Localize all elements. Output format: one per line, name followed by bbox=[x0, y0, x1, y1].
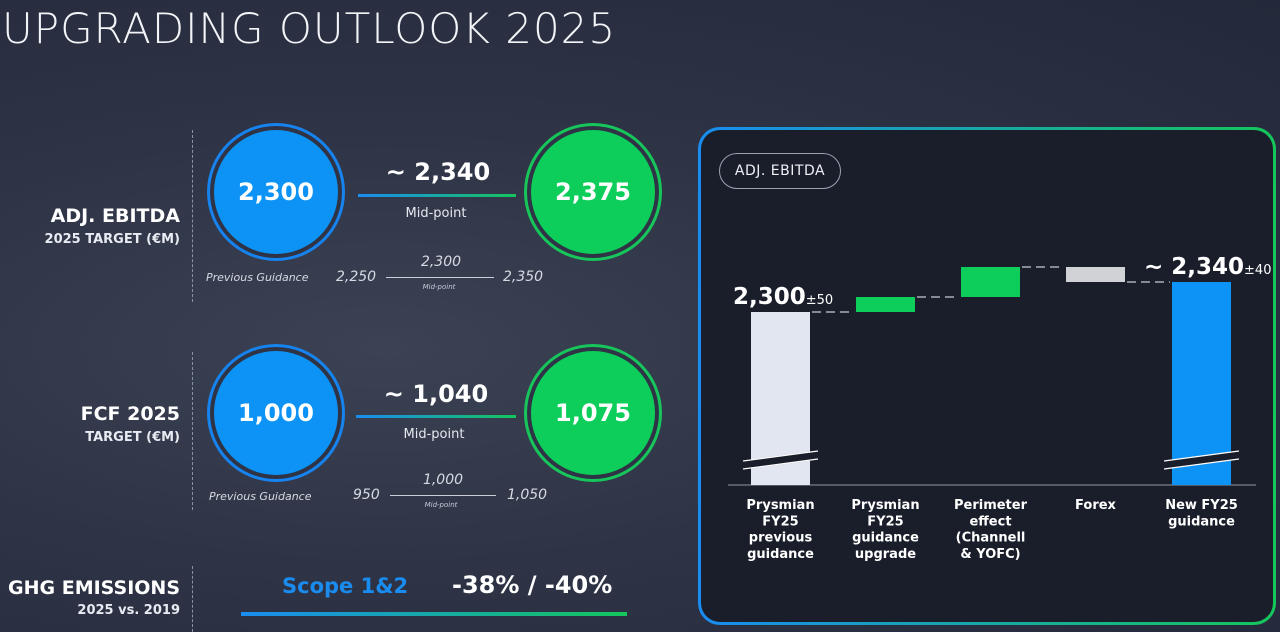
axis-break-line-b-5 bbox=[1163, 458, 1240, 470]
ghg-sublabel: 2025 vs. 2019 bbox=[77, 603, 180, 618]
category-label-3-line-4: & YOFC) bbox=[960, 547, 1020, 562]
category-label-5-line-2: guidance bbox=[1168, 514, 1235, 529]
ebitda-low-circle: 2,300 bbox=[214, 130, 338, 254]
category-label-1-line-2: FY25 bbox=[762, 514, 798, 529]
category-label-4-line-1: Forex bbox=[1075, 498, 1117, 513]
ebitda-label: ADJ. EBITDA bbox=[50, 205, 180, 227]
fcf-midpoint-line bbox=[356, 415, 516, 418]
ebitda-midpoint-value: ~ 2,340 bbox=[385, 158, 491, 186]
fcf-divider bbox=[192, 352, 193, 510]
fcf-midpoint-value: ~ 1,040 bbox=[383, 380, 489, 408]
bar-value-label-1: 2,300±50 bbox=[733, 284, 833, 310]
ghg-value: -38% / -40% bbox=[452, 571, 613, 599]
page-title: UPGRADING OUTLOOK 2025 bbox=[2, 4, 617, 53]
axis-break-line-b-1 bbox=[742, 458, 819, 470]
ebitda-previous-high: 2,350 bbox=[503, 269, 544, 285]
category-label-2-line-3: guidance bbox=[852, 531, 919, 546]
axis-break-line-a-1 bbox=[742, 450, 819, 462]
waterfall-bar-2 bbox=[856, 297, 915, 312]
fcf-low-circle: 1,000 bbox=[214, 351, 338, 475]
ebitda-previous-line bbox=[386, 277, 494, 278]
fcf-high-circle: 1,075 bbox=[531, 351, 655, 475]
category-label-5-line-1: New FY25 bbox=[1165, 498, 1238, 513]
category-label-3-line-2: effect bbox=[969, 514, 1011, 529]
ebitda-divider bbox=[192, 130, 193, 302]
category-label-2-line-4: upgrade bbox=[855, 547, 916, 562]
ebitda-previous-mid: 2,300 bbox=[420, 254, 462, 270]
fcf-sublabel: TARGET (€M) bbox=[85, 430, 180, 445]
category-label-3-line-1: Perimeter bbox=[954, 498, 1028, 513]
fcf-previous-mid: 1,000 bbox=[422, 472, 464, 488]
ghg-label: GHG EMISSIONS bbox=[8, 577, 180, 599]
category-label-1-line-3: previous bbox=[749, 531, 813, 546]
fcf-previous-high: 1,050 bbox=[507, 487, 548, 503]
chart-title-pill: ADJ. EBITDA bbox=[719, 153, 841, 189]
axis-break-line-a-5 bbox=[1163, 450, 1240, 462]
waterfall-bar-3 bbox=[961, 267, 1020, 297]
bar-value-label-5: ~ 2,340±40 bbox=[1144, 254, 1271, 280]
category-label-2-line-2: FY25 bbox=[867, 514, 903, 529]
ebitda-previous-guidance-label: Previous Guidance bbox=[206, 271, 309, 284]
ghg-line bbox=[241, 612, 627, 616]
category-label-3-line-3: (Channell bbox=[956, 531, 1026, 546]
fcf-previous-line bbox=[390, 495, 496, 496]
fcf-label: FCF 2025 bbox=[80, 403, 180, 425]
ebitda-sublabel: 2025 TARGET (€M) bbox=[44, 232, 180, 247]
ebitda-midpoint-line bbox=[358, 194, 516, 197]
ebitda-midpoint-label: Mid-point bbox=[405, 206, 467, 221]
ghg-scope: Scope 1&2 bbox=[282, 574, 409, 598]
ebitda-high-circle: 2,375 bbox=[531, 130, 655, 254]
category-label-1-line-1: Prysmian bbox=[746, 498, 814, 513]
category-label-1-line-4: guidance bbox=[747, 547, 814, 562]
fcf-midpoint-label: Mid-point bbox=[403, 427, 465, 442]
ebitda-previous-mid-label: Mid-point bbox=[422, 283, 456, 291]
waterfall-bar-5 bbox=[1172, 282, 1231, 485]
fcf-previous-mid-label: Mid-point bbox=[424, 501, 458, 509]
fcf-previous-low: 950 bbox=[353, 487, 380, 503]
category-label-2-line-1: Prysmian bbox=[851, 498, 919, 513]
waterfall-bar-4 bbox=[1066, 267, 1125, 282]
ebitda-previous-low: 2,250 bbox=[336, 269, 377, 285]
fcf-previous-guidance-label: Previous Guidance bbox=[209, 490, 312, 503]
ghg-divider bbox=[192, 566, 193, 632]
